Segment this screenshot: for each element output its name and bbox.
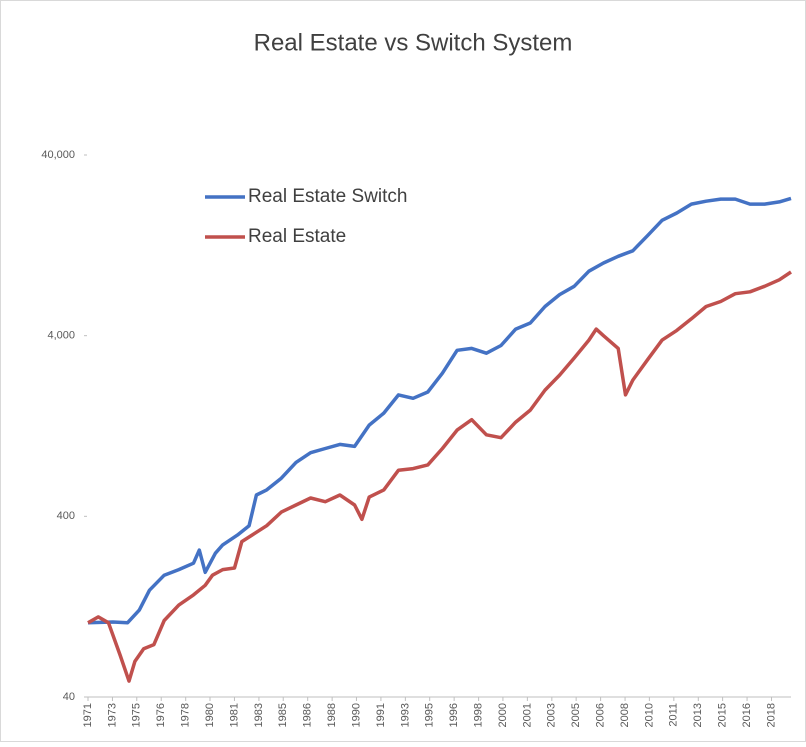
x-tick-label: 1975 bbox=[131, 703, 143, 727]
x-tick-label: 2006 bbox=[595, 703, 607, 727]
y-tick-label: 400 bbox=[57, 510, 75, 522]
series-line bbox=[87, 270, 792, 683]
x-tick-label: 1995 bbox=[424, 703, 436, 727]
x-tick-label: 2003 bbox=[546, 703, 558, 727]
y-tick-label: 40 bbox=[63, 691, 75, 703]
y-tick-label: 4,000 bbox=[47, 330, 75, 342]
legend-label: Real Estate Switch bbox=[248, 186, 407, 207]
x-tick-label: 2001 bbox=[521, 703, 533, 727]
x-tick-label: 2005 bbox=[570, 703, 582, 727]
x-tick-label: 1986 bbox=[302, 703, 314, 727]
series-line bbox=[87, 196, 792, 625]
y-tick-label: 40,000 bbox=[41, 149, 75, 161]
x-tick-label: 1996 bbox=[448, 703, 460, 727]
x-tick-label: 2013 bbox=[692, 703, 704, 727]
legend-label: Real Estate bbox=[248, 226, 346, 247]
x-tick-label: 2000 bbox=[497, 703, 509, 727]
x-tick-label: 1998 bbox=[473, 703, 485, 727]
x-tick-label: 1971 bbox=[82, 703, 94, 727]
x-tick-label: 1978 bbox=[180, 703, 192, 727]
x-tick-label: 1976 bbox=[155, 703, 167, 727]
x-tick-label: 1983 bbox=[253, 703, 265, 727]
x-tick-label: 2011 bbox=[668, 703, 680, 727]
x-tick-label: 2016 bbox=[741, 703, 753, 727]
x-tick-label: 2010 bbox=[643, 703, 655, 727]
x-tick-label: 1991 bbox=[375, 703, 387, 727]
x-tick-label: 2008 bbox=[619, 703, 631, 727]
x-tick-label: 1988 bbox=[326, 703, 338, 727]
x-tick-label: 1985 bbox=[277, 703, 289, 727]
x-tick-label: 1990 bbox=[350, 703, 362, 727]
x-tick-label: 2015 bbox=[717, 703, 729, 727]
chart-title: Real Estate vs Switch System bbox=[254, 29, 573, 56]
x-tick-label: 1993 bbox=[399, 703, 411, 727]
x-tick-label: 2018 bbox=[765, 703, 777, 727]
x-tick-label: 1980 bbox=[204, 703, 216, 727]
x-tick-label: 1981 bbox=[228, 703, 240, 727]
x-tick-label: 1973 bbox=[106, 703, 118, 727]
